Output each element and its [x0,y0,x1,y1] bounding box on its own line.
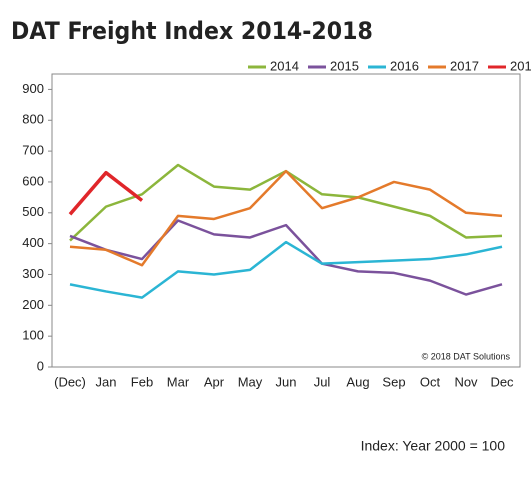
legend-label: 2017 [450,58,479,73]
line-series [69,163,503,242]
line-series [69,219,503,296]
x-tick-label: Aug [346,374,369,389]
line-series [69,240,503,299]
legend-label: 2015 [330,58,359,73]
y-tick-label: 500 [22,204,44,219]
line-series [68,170,144,216]
x-tick-label: Jan [96,374,117,389]
x-tick-label: Oct [420,374,441,389]
x-tick-label: Dec [490,374,514,389]
y-tick-label: 300 [22,266,44,281]
x-tick-label: Mar [167,374,190,389]
line-series [69,169,503,267]
y-tick-label: 0 [37,358,44,373]
footnote: Index: Year 2000 = 100 [361,438,506,454]
y-tick-label: 100 [22,328,44,343]
y-tick-label: 800 [22,112,44,127]
x-tick-label: Feb [131,374,153,389]
legend-label: 2018 [510,58,531,73]
x-tick-label: May [238,374,263,389]
legend-label: 2016 [390,58,419,73]
chart-title: DAT Freight Index 2014-2018 [11,18,373,45]
plot-frame [51,73,521,368]
legend-label: 2014 [270,58,299,73]
y-tick-label: 700 [22,143,44,158]
annotation: © 2018 DAT Solutions [422,351,511,361]
x-tick-label: (Dec) [54,374,86,389]
x-tick-label: Jun [276,374,297,389]
y-tick-label: 400 [22,235,44,250]
x-tick-label: Nov [454,374,478,389]
x-tick-label: Sep [382,374,405,389]
y-tick-label: 200 [22,297,44,312]
x-tick-label: Apr [204,374,225,389]
x-tick-label: Jul [314,374,331,389]
y-tick-label: 600 [22,173,44,188]
y-tick-label: 900 [22,81,44,96]
